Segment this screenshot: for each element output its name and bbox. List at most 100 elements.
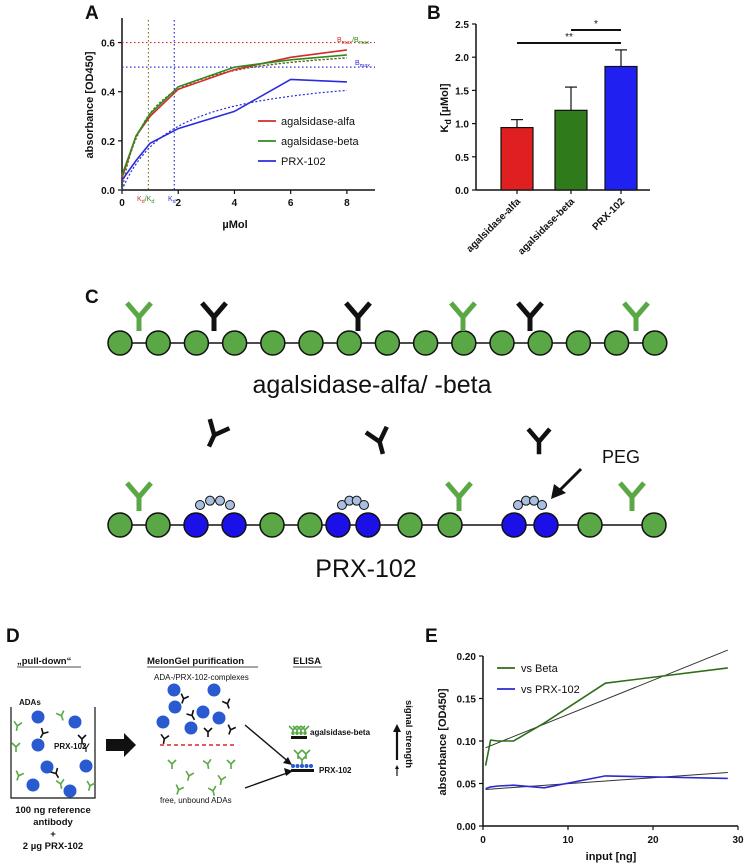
chart-a-x-tick-label: 8 — [344, 198, 350, 209]
elisa-prx-label: PRX-102 — [319, 766, 352, 775]
subunit-circle — [336, 330, 362, 356]
small-antibody-shape — [50, 767, 60, 779]
subunit-circle — [145, 330, 171, 356]
chart-e-x-tick-label: 30 — [732, 835, 744, 846]
small-antibody-shape — [55, 710, 65, 721]
chart-b-y-tick-label: 2.0 — [455, 53, 469, 64]
peg-bead — [337, 500, 347, 510]
series-line-PRX-102 — [121, 78, 347, 181]
complex-antibody — [160, 733, 170, 745]
chart-e-x-tick-label: 10 — [562, 835, 574, 846]
complex-antibody — [180, 693, 190, 704]
small-antibody-shape — [180, 693, 190, 704]
antibody-shape — [364, 425, 389, 455]
chart-e-y-tick-label: 0.00 — [457, 822, 477, 833]
chart-e-x-tick-label: 20 — [647, 835, 659, 846]
subunit-circle — [412, 330, 439, 356]
step1-prx-label: PRX-102 — [54, 742, 87, 751]
kd-ab-annotation: Kd/Kd — [137, 196, 154, 205]
peg-bead — [359, 500, 369, 510]
subunit-circle — [527, 330, 553, 356]
elisa-bound-ada — [296, 725, 306, 735]
panel-label-d: D — [6, 626, 20, 647]
step2-title: MelonGel purification — [147, 656, 244, 667]
chart-b-y-label: Kd [µMol] — [439, 83, 453, 132]
complex-molecule — [184, 721, 198, 735]
significance-label: ** — [565, 32, 573, 43]
small-antibody — [50, 767, 60, 779]
series-line-vs Beta — [484, 667, 728, 766]
chart-e-y-tick-label: 0.10 — [457, 737, 477, 748]
chart-a-x-tick-label: 0 — [119, 198, 125, 209]
small-antibody-shape — [55, 778, 65, 790]
elisa-coat-prx — [304, 764, 309, 768]
prx-molecule — [40, 760, 54, 774]
subunit-circle — [641, 512, 667, 538]
signal-strength-label: signal strength — [403, 700, 414, 768]
prx-molecule — [31, 710, 45, 724]
subunit-circle — [183, 330, 210, 356]
chart-b-y-tick-label: 1.0 — [455, 120, 469, 131]
chart-a-x-tick-label: 2 — [175, 198, 181, 209]
small-antibody-shape — [167, 759, 177, 769]
antibody-icon — [526, 427, 552, 455]
complex-molecule — [196, 705, 210, 719]
subunit-circle — [221, 330, 248, 356]
antibody-shape — [200, 301, 228, 331]
step1-note-2: antibody — [33, 817, 73, 828]
small-antibody — [39, 727, 49, 739]
antibody-shape — [526, 427, 552, 455]
small-antibody-shape — [175, 784, 185, 795]
complex-antibody — [227, 724, 237, 735]
elisa-ada — [293, 749, 303, 759]
antibody-shape — [125, 481, 153, 511]
subunit-circle — [145, 512, 171, 538]
small-antibody-shape — [203, 727, 213, 737]
subunit-circle — [297, 512, 323, 538]
small-antibody-shape — [292, 725, 302, 735]
chart-a: 0 2 4 6 8 0.0 0.2 0.4 0.6 absorbance [OD450] µMo… — [84, 18, 375, 231]
series-line-agalsidase-beta — [121, 54, 347, 176]
free-ada — [185, 770, 195, 781]
peg-bead — [195, 500, 205, 510]
antibody-icon — [125, 481, 153, 511]
small-antibody-shape — [297, 755, 307, 765]
bmax-ab-annotation: Bmax/Bmax — [337, 37, 369, 46]
step3-title: ELISA — [293, 656, 321, 667]
chart-a-x-tick-label: 6 — [288, 198, 294, 209]
antibody-icon — [125, 301, 153, 331]
subunit-circle — [259, 512, 285, 538]
chart-e-x-tick-label: 0 — [480, 835, 486, 846]
complex-molecule — [212, 711, 226, 725]
free-antibody — [206, 418, 231, 448]
elisa-coat-prx — [309, 764, 313, 768]
antibody-icon — [516, 301, 544, 331]
small-antibody-shape — [301, 749, 311, 759]
small-antibody-shape — [77, 734, 87, 744]
bmax-prx-annotation: Bmax — [355, 60, 370, 69]
elisa-bound-ada — [292, 725, 302, 735]
bar-PRX-102 — [604, 65, 638, 191]
legend-label-alfa: agalsidase-alfa — [281, 116, 356, 128]
panel-c-caption-top: agalsidase-alfa/ -beta — [252, 371, 491, 399]
complex-antibody — [203, 727, 213, 737]
small-antibody-shape — [186, 709, 196, 721]
small-antibody-shape — [160, 733, 170, 745]
subunit-circle — [565, 330, 592, 356]
panel-label-e: E — [425, 626, 438, 647]
chart-e-legend: vs Beta vs PRX-102 — [497, 663, 580, 696]
small-antibody — [11, 742, 21, 752]
free-antibody — [364, 425, 389, 455]
antibody-shape — [516, 301, 544, 331]
subunit-circle — [577, 512, 603, 538]
step2-complexes-label: ADA-/PRX-102-complexes — [154, 673, 249, 682]
pegylated-subunit — [221, 512, 247, 538]
chart-b: 0.0 0.5 1.0 1.5 2.0 2.5 agalsidase-alfaagalsi… — [439, 19, 650, 257]
prx-molecule — [26, 778, 40, 792]
chart-a-legend: agalsidase-alfa agalsidase-beta PRX-102 — [258, 116, 360, 168]
antibody-shape — [622, 301, 650, 331]
small-antibody-shape — [300, 725, 310, 735]
chart-e-x-label: input [ng] — [586, 851, 637, 863]
prx-molecule — [63, 784, 77, 798]
trend-line-vs Beta — [485, 649, 728, 749]
